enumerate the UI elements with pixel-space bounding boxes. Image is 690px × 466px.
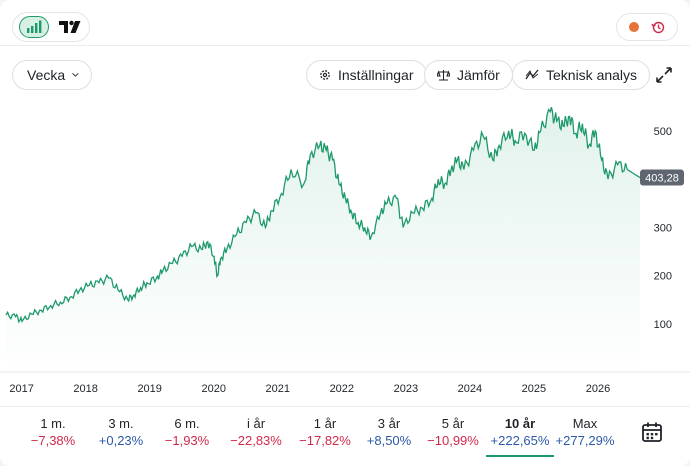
period-select-label: Vecka: [27, 67, 66, 83]
period-option-label: 6 m.: [174, 416, 200, 431]
period-option[interactable]: %: [0, 407, 10, 459]
price-chart[interactable]: 100200300400500 201720182019202020212022…: [0, 92, 690, 404]
last-price-badge: [640, 169, 684, 186]
last-price-label: 403,28: [645, 173, 679, 185]
period-option[interactable]: i år −22,83%: [222, 407, 290, 459]
period-option[interactable]: Max +277,29%: [554, 407, 616, 459]
widget-header: [0, 0, 690, 46]
calendar-icon[interactable]: [640, 420, 664, 444]
period-option[interactable]: 1 m. −7,38%: [22, 407, 84, 459]
settings-button[interactable]: Inställningar: [306, 60, 427, 90]
compare-button[interactable]: Jämför: [424, 60, 513, 90]
period-option[interactable]: 3 år +8,50%: [358, 407, 420, 459]
scale-icon: [437, 70, 450, 81]
x-tick-label: 2025: [522, 383, 546, 395]
x-tick-label: 2021: [266, 383, 290, 395]
period-option-label: 1 m.: [40, 416, 66, 431]
period-select[interactable]: Vecka: [12, 60, 92, 90]
settings-button-label: Inställningar: [338, 67, 414, 83]
period-option-label: i år: [246, 416, 266, 431]
technical-analysis-button-label: Teknisk analys: [546, 67, 638, 83]
price-line: [5, 106, 641, 324]
y-tick-label: 500: [654, 126, 672, 138]
bar-chart-icon: [27, 20, 42, 33]
period-option-label: 3 år: [377, 416, 401, 431]
period-option[interactable]: 3 m. +0,23%: [90, 407, 152, 459]
x-tick-label: 2017: [9, 383, 33, 395]
price-area-fill: [6, 107, 640, 372]
x-tick-label: 2018: [73, 383, 97, 395]
tradingview-toggle[interactable]: [57, 17, 83, 37]
x-tick-label: 2020: [201, 383, 225, 395]
period-option-change: +277,29%: [555, 433, 615, 448]
tradingview-logo-icon: [59, 20, 81, 33]
compare-button-label: Jämför: [457, 67, 500, 83]
period-option-change: −1,93%: [164, 433, 210, 448]
period-option[interactable]: 10 år +222,65%: [486, 407, 554, 459]
period-selector: % 1 m. −7,38% 3 m. +0,23% 6 m. −1,93% i år −22,8…: [0, 406, 690, 458]
period-option-label: Max: [572, 416, 598, 431]
period-option-change: +222,65%: [490, 433, 550, 448]
period-option-label: 1 år: [313, 416, 337, 431]
x-tick-label: 2019: [137, 383, 161, 395]
y-tick-label: 300: [654, 222, 672, 234]
simple-chart-toggle[interactable]: [19, 16, 49, 38]
gear-icon: [320, 70, 330, 80]
period-option-change: −17,82%: [299, 433, 351, 448]
period-option-change: %: [0, 433, 10, 448]
y-tick-label: 200: [654, 271, 672, 283]
indicator-icon: [525, 69, 539, 80]
chevron-down-icon: [72, 72, 79, 77]
x-tick-label: 2026: [586, 383, 610, 395]
period-option-label: 5 år: [441, 416, 465, 431]
period-option-change: +0,23%: [98, 433, 144, 448]
period-option-label: 3 m.: [108, 416, 134, 431]
x-tick-label: 2023: [394, 383, 418, 395]
technical-analysis-button[interactable]: Teknisk analys: [512, 60, 651, 90]
history-icon: [651, 21, 665, 34]
x-tick-label: 2024: [458, 383, 482, 395]
y-tick-label: 100: [654, 319, 672, 331]
period-option-change: −10,99%: [427, 433, 479, 448]
status-dot: [629, 22, 639, 32]
period-option-label: 10 år: [504, 416, 536, 431]
period-option-change: −7,38%: [30, 433, 76, 448]
period-option[interactable]: 6 m. −1,93%: [156, 407, 218, 459]
period-option[interactable]: 5 år −10,99%: [422, 407, 484, 459]
period-option-change: −22,83%: [230, 433, 282, 448]
chart-type-switch: [12, 12, 90, 42]
x-tick-label: 2022: [330, 383, 354, 395]
history-button[interactable]: [616, 13, 678, 41]
expand-icon[interactable]: [654, 65, 674, 85]
period-option-change: +8,50%: [366, 433, 412, 448]
period-option[interactable]: 1 år −17,82%: [294, 407, 356, 459]
chart-toolbar: Vecka Inställningar Jämför Teknisk analy…: [0, 60, 690, 92]
